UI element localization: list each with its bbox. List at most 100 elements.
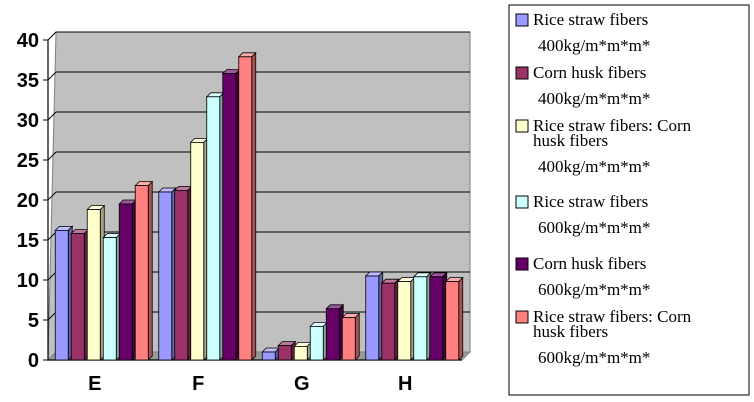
legend-label-density: 400kg/m*m*m*: [538, 89, 650, 108]
legend-swatch: [515, 66, 529, 80]
bar-front: [341, 317, 356, 361]
x-tick-label: E: [88, 373, 101, 395]
gridline-depth: [47, 71, 57, 81]
gridline-depth: [47, 271, 57, 281]
x-tick-label: F: [192, 373, 204, 395]
bar-front: [174, 189, 189, 361]
gridline-depth: [47, 151, 57, 161]
bar-side: [354, 312, 360, 361]
legend-label-density: 600kg/m*m*m*: [538, 218, 650, 237]
bar-front: [158, 191, 173, 361]
bar-front: [261, 351, 276, 361]
legend-label: Corn husk fibers: [533, 63, 646, 82]
y-tick-label: 5: [28, 310, 39, 332]
bar-H-series-2: [380, 278, 400, 361]
bar-front: [381, 282, 396, 361]
bar-front: [397, 281, 412, 361]
legend-swatch: [515, 195, 529, 209]
y-tick-label: 25: [17, 150, 39, 172]
bar-front: [54, 229, 69, 361]
legend-item: Corn husk fibers 400kg/m*m*m*: [515, 63, 650, 108]
bar-F-series-6: [237, 51, 257, 361]
y-tick-label: 40: [17, 30, 39, 52]
y-tick-label: 10: [17, 270, 39, 292]
bar-E-series-6: [134, 180, 154, 361]
bar-front: [445, 281, 460, 361]
bar-front: [70, 233, 85, 361]
legend-item: Rice straw fibers 400kg/m*m*m*: [515, 10, 650, 55]
legend-label-density: 400kg/m*m*m*: [538, 157, 650, 176]
bar-G-series-5: [325, 303, 345, 361]
bar-front: [277, 345, 292, 361]
bar-G-series-6: [341, 312, 361, 361]
legend-swatch: [515, 119, 529, 133]
bar-front: [102, 237, 117, 361]
bar-front: [309, 325, 324, 361]
gridline-depth: [47, 191, 57, 201]
bar-E-series-3: [86, 204, 106, 361]
x-tick-label: H: [398, 373, 412, 395]
legend-label: husk fibers: [533, 322, 608, 341]
bar-front: [206, 96, 221, 361]
legend-swatch: [515, 310, 529, 324]
bar-H-series-4: [412, 271, 432, 361]
legend-label: Rice straw fibers: Corn: [533, 116, 692, 135]
gridline-depth: [47, 311, 57, 321]
bar-G-series-3: [293, 341, 313, 361]
gridline-depth: [47, 111, 57, 121]
bar-side: [251, 51, 257, 361]
gridline-depth: [47, 231, 57, 241]
y-tick-label: 15: [17, 230, 39, 252]
bar-side: [147, 180, 153, 361]
bar-front: [118, 203, 133, 361]
bar-F-series-1: [157, 187, 177, 361]
bar-front: [86, 209, 101, 361]
bar-H-series-5: [428, 271, 448, 361]
bar-E-series-5: [118, 199, 138, 361]
y-tick-label: 0: [28, 350, 39, 372]
legend-box: [508, 4, 750, 396]
bar-E-series-1: [54, 225, 74, 361]
bar-front: [134, 185, 149, 361]
bar-H-series-6: [444, 276, 464, 361]
y-tick-label: 35: [17, 70, 39, 92]
bar-front: [413, 276, 428, 361]
legend-label: Rice straw fibers: [533, 192, 648, 211]
bar-G-series-1: [261, 347, 281, 361]
bar-front: [365, 275, 380, 361]
bar-F-series-2: [173, 185, 193, 361]
bar-front: [222, 73, 237, 361]
legend-label-density: 600kg/m*m*m*: [538, 280, 650, 299]
y-tick-label: 20: [17, 190, 39, 212]
bar-front: [429, 276, 444, 361]
legend-label: Corn husk fibers: [533, 254, 646, 273]
bar-front: [325, 308, 340, 361]
bar-front: [190, 141, 205, 361]
bar-front: [293, 345, 308, 361]
legend-label: husk fibers: [533, 131, 608, 150]
bar-side: [458, 276, 464, 361]
legend-label-density: 400kg/m*m*m*: [538, 36, 650, 55]
bar-E-series-4: [102, 232, 122, 361]
bar-F-series-4: [205, 91, 225, 361]
legend-swatch: [515, 257, 529, 271]
legend-item: Corn husk fibers 600kg/m*m*m*: [515, 254, 650, 299]
bar-G-series-2: [277, 340, 297, 361]
legend-label: Rice straw fibers: [533, 10, 648, 29]
bar-front: [238, 56, 253, 361]
gridline-depth: [47, 31, 57, 41]
legend-label: Rice straw fibers: Corn: [533, 307, 692, 326]
bar-F-series-3: [189, 137, 209, 361]
legend-label-density: 600kg/m*m*m*: [538, 348, 650, 367]
x-tick-label: G: [294, 373, 310, 395]
legend-item: Rice straw fibers 600kg/m*m*m*: [515, 192, 650, 237]
bar-H-series-3: [396, 276, 416, 361]
bar-H-series-1: [364, 271, 384, 361]
legend-swatch: [515, 13, 529, 27]
bar-E-series-2: [70, 228, 90, 361]
y-tick-label: 30: [17, 110, 39, 132]
bar-F-series-5: [221, 68, 241, 361]
